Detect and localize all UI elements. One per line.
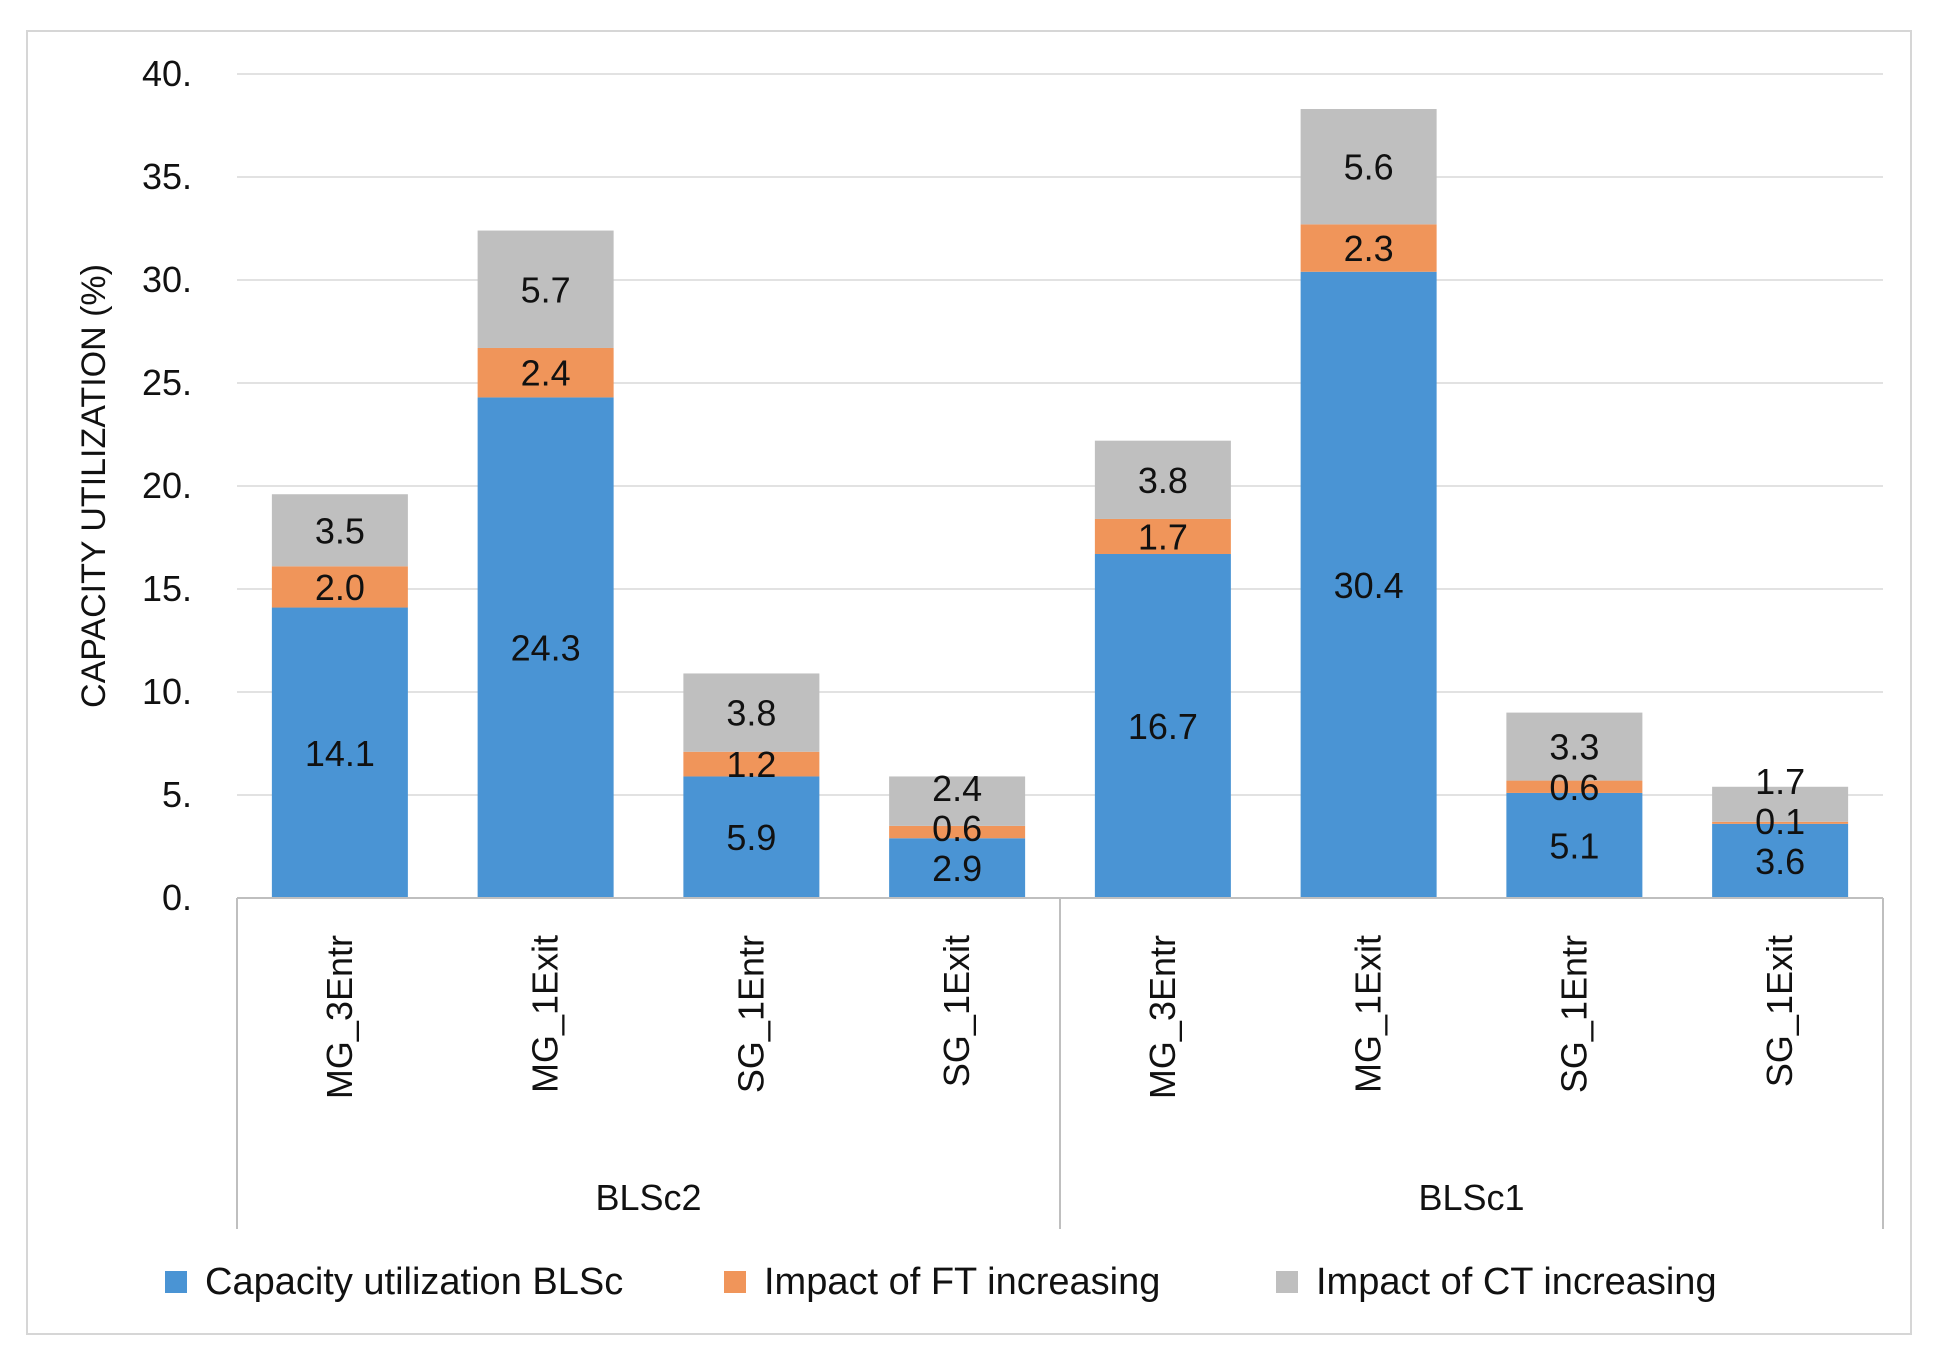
data-label: 3.3 [1549,727,1599,768]
data-label: 2.9 [932,848,982,889]
group-label: BLSc1 [1418,1177,1524,1218]
bar-segment [1506,712,1643,781]
y-tick-label: 10. [142,671,192,712]
y-tick-label: 20. [142,465,192,506]
bar-segment [1506,780,1643,793]
data-label: 1.7 [1755,761,1805,802]
data-label: 2.4 [932,768,982,809]
data-label: 5.9 [726,817,776,858]
bar-segment [1712,823,1849,898]
bar-segment [477,397,614,898]
bar-segment [889,776,1026,826]
y-axis-label: CAPACITY UTILIZATION (%) [75,264,113,708]
data-label: 3.8 [726,693,776,734]
legend-label: Impact of CT increasing [1316,1261,1717,1303]
data-label: 5.1 [1549,825,1599,866]
x-tick-label: MG_1Exit [525,935,566,1093]
bar-segment [1506,792,1643,898]
bar-segment [683,673,820,752]
legend-swatch [1276,1271,1298,1293]
data-label: 5.7 [521,269,571,310]
x-tick-label: SG_1Entr [1553,935,1594,1093]
bar-segment [271,494,408,567]
bar-segment [1094,553,1231,898]
bar-segment [1712,786,1849,822]
bar-segment [1300,224,1437,272]
legend-swatch [165,1271,187,1293]
legend-label: Impact of FT increasing [764,1261,1160,1303]
x-tick-label: SG_1Entr [730,935,771,1093]
data-label: 14.1 [305,733,375,774]
bar-segment [1712,821,1849,824]
bar-segment [477,347,614,398]
x-tick-label: SG_1Exit [1759,935,1800,1087]
data-label: 3.5 [315,510,365,551]
bar-segment [477,230,614,348]
data-label: 30.4 [1334,565,1404,606]
bar-segment [889,825,1026,839]
data-label: 16.7 [1128,706,1198,747]
y-tick-label: 25. [142,362,192,403]
data-label: 24.3 [511,628,581,669]
data-label: 1.2 [726,744,776,785]
y-tick-label: 0. [162,877,192,918]
data-label: 3.6 [1755,841,1805,882]
x-tick-label: MG_3Entr [319,935,360,1099]
y-tick-label: 15. [142,568,192,609]
bar-segment [1300,109,1437,225]
y-tick-label: 30. [142,259,192,300]
data-label: 0.6 [1549,767,1599,808]
bar-segment [1094,440,1231,519]
data-label: 2.4 [521,353,571,394]
x-tick-label: MG_1Exit [1348,935,1389,1093]
y-tick-label: 5. [162,774,192,815]
bar-segment [683,776,820,898]
data-label: 0.1 [1755,801,1805,842]
bar-segment [1300,271,1437,898]
bar-segment [271,607,408,898]
data-label: 3.8 [1138,460,1188,501]
data-label: 2.3 [1344,228,1394,269]
data-label: 0.6 [932,808,982,849]
bar-segment [1094,518,1231,554]
bar-segment [271,566,408,608]
x-tick-label: SG_1Exit [936,935,977,1087]
x-tick-label: MG_3Entr [1142,935,1183,1099]
data-label: 2.0 [315,567,365,608]
legend-swatch [724,1271,746,1293]
data-label: 5.6 [1344,147,1394,188]
bar-segment [889,838,1026,898]
bar-segment [683,751,820,777]
y-tick-label: 40. [142,53,192,94]
y-tick-label: 35. [142,156,192,197]
group-label: BLSc2 [595,1177,701,1218]
legend-label: Capacity utilization BLSc [205,1261,623,1303]
data-label: 1.7 [1138,516,1188,557]
